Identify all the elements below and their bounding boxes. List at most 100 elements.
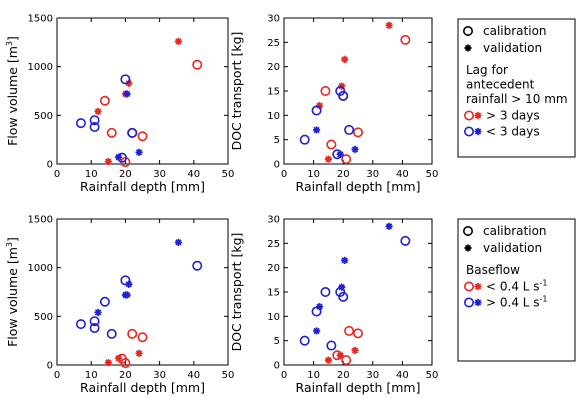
data-point-circle xyxy=(400,34,411,45)
data-point-circle xyxy=(75,118,86,129)
y-axis-label: DOC transport [kg] xyxy=(229,32,244,151)
data-point-circle xyxy=(352,127,363,138)
x-axis-label: Rainfall depth [mm] xyxy=(80,179,205,194)
y-tick-label: 1000 xyxy=(28,62,53,73)
legend-item-circle-icon xyxy=(463,126,474,137)
data-point-star xyxy=(174,37,183,45)
data-point-circle xyxy=(75,319,86,330)
data-point-star xyxy=(104,157,112,166)
data-point-circle xyxy=(89,115,100,126)
data-point-star xyxy=(341,55,349,63)
data-point-circle xyxy=(326,139,337,150)
legend-heading: Baseflow xyxy=(466,263,520,277)
x-tick-label: 50 xyxy=(222,370,235,381)
x-tick-label: 10 xyxy=(307,169,320,180)
data-point-circle xyxy=(127,328,138,339)
y-tick-label: 5 xyxy=(274,135,280,146)
x-tick-label: 30 xyxy=(153,370,166,381)
data-point-circle xyxy=(89,316,100,327)
legend-item-star-icon xyxy=(474,282,482,291)
data-point-star xyxy=(135,148,143,156)
data-point-star xyxy=(114,354,123,362)
data-point-star xyxy=(315,303,324,311)
x-tick-label: 20 xyxy=(119,370,132,381)
y-tick-label: 10 xyxy=(267,111,280,122)
x-tick-label: 20 xyxy=(119,169,132,180)
x-axis-label: Rainfall depth [mm] xyxy=(296,179,421,194)
data-point-star xyxy=(94,308,102,317)
data-point-circle xyxy=(344,325,355,336)
legend-item-label: > 0.4 L s-1 xyxy=(486,295,548,310)
data-point-star xyxy=(338,283,346,291)
legend-item-star-icon xyxy=(474,111,482,120)
legend-heading: antecedent xyxy=(466,78,535,92)
x-tick-label: 0 xyxy=(54,370,60,381)
data-point-star xyxy=(385,222,393,230)
x-tick-label: 40 xyxy=(396,370,409,381)
data-point-circle xyxy=(99,296,110,307)
data-point-star xyxy=(312,327,321,335)
data-point-star xyxy=(125,79,133,87)
x-tick-label: 10 xyxy=(307,370,320,381)
data-point-circle xyxy=(137,131,148,142)
x-tick-label: 50 xyxy=(426,169,439,180)
y-tick-label: 25 xyxy=(267,38,280,49)
y-tick-label: 30 xyxy=(267,14,280,25)
y-tick-label: 500 xyxy=(34,312,53,323)
data-point-star xyxy=(338,82,346,90)
data-point-circle xyxy=(299,335,310,346)
data-point-star xyxy=(351,346,359,354)
data-point-star xyxy=(336,351,344,359)
y-tick-label: 15 xyxy=(267,288,280,299)
data-point-circle xyxy=(299,134,310,145)
data-point-star xyxy=(324,155,332,163)
data-point-star xyxy=(114,153,123,161)
data-point-circle xyxy=(352,328,363,339)
legend-item-label: < 3 days xyxy=(486,125,540,139)
legend-item-star-icon xyxy=(474,127,482,136)
y-tick-label: 20 xyxy=(267,263,280,274)
data-point-circle xyxy=(106,127,117,138)
data-point-circle xyxy=(400,235,411,246)
y-tick-label: 5 xyxy=(274,336,280,347)
data-point-circle xyxy=(106,328,117,339)
x-tick-label: 40 xyxy=(396,169,409,180)
data-point-circle xyxy=(89,323,100,334)
data-point-circle xyxy=(320,286,331,297)
x-tick-label: 40 xyxy=(187,169,200,180)
data-point-circle xyxy=(341,154,352,165)
data-point-star xyxy=(174,238,183,246)
data-point-star xyxy=(104,358,112,367)
data-point-star xyxy=(341,256,349,264)
legend-item-circle-icon xyxy=(463,297,474,308)
y-tick-label: 1000 xyxy=(28,263,53,274)
legend-validation-label: validation xyxy=(483,41,542,55)
data-point-star xyxy=(135,349,143,357)
y-tick-label: 10 xyxy=(267,312,280,323)
data-point-star xyxy=(385,21,393,29)
legend-1: calibration validation Lag forantecedentra… xyxy=(457,18,576,158)
legend-star-icon xyxy=(464,244,472,252)
data-point-circle xyxy=(344,124,355,135)
y-tick-label: 1500 xyxy=(28,14,53,25)
y-tick-label: 0 xyxy=(274,160,280,171)
plot-area xyxy=(56,218,229,366)
legend-item-star-icon xyxy=(474,298,482,307)
y-tick-label: 500 xyxy=(34,111,53,122)
data-point-circle xyxy=(120,358,131,369)
x-tick-label: 0 xyxy=(281,169,287,180)
legend-item-label: > 3 days xyxy=(486,109,540,123)
y-tick-label: 0 xyxy=(47,361,53,372)
x-tick-label: 30 xyxy=(366,169,379,180)
x-tick-label: 30 xyxy=(153,169,166,180)
data-point-circle xyxy=(120,74,131,85)
x-tick-label: 20 xyxy=(337,370,350,381)
legend-validation-label: validation xyxy=(483,241,542,255)
data-point-circle xyxy=(335,86,346,97)
legend-calibration-label: calibration xyxy=(483,224,547,238)
data-point-star xyxy=(94,107,102,116)
